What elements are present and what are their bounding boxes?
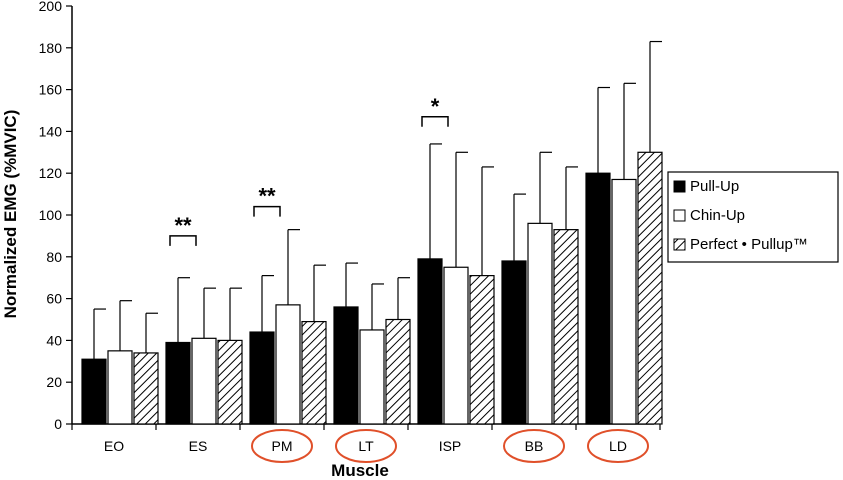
significance-markers: ***** — [169, 94, 449, 246]
y-tick-label: 60 — [46, 291, 62, 307]
bar — [107, 350, 133, 425]
bar — [469, 275, 495, 425]
y-axis: 0 20 40 60 80 100 120 140 160 180 200 — [39, 0, 73, 432]
y-tick-label: 200 — [39, 0, 63, 14]
y-tick-label: 0 — [54, 416, 62, 432]
bar — [217, 339, 243, 425]
bar — [81, 358, 107, 425]
significance-bracket — [169, 235, 197, 246]
highlight-circle — [587, 429, 649, 463]
bar — [275, 304, 301, 425]
bar — [249, 331, 275, 425]
x-tick-label: EO — [104, 438, 124, 454]
y-axis-title: Normalized EMG (%MVIC) — [1, 110, 20, 319]
x-tick-label: BB — [525, 438, 544, 454]
legend-label: Perfect • Pullup™ — [690, 236, 808, 253]
legend-label: Pull-Up — [690, 178, 739, 195]
highlight-circle — [251, 429, 313, 463]
legend-swatch — [673, 180, 686, 193]
bar — [637, 151, 663, 425]
x-tick-label: LD — [609, 438, 627, 454]
bar — [133, 352, 159, 425]
bar — [585, 172, 611, 425]
significance-label: ** — [258, 184, 276, 209]
x-tick-label: ES — [189, 438, 208, 454]
x-tick-label: ISP — [439, 438, 462, 454]
bars — [81, 151, 663, 425]
bar — [527, 222, 553, 425]
bar — [359, 329, 385, 425]
legend-box — [667, 171, 839, 263]
bar — [417, 258, 443, 425]
y-tick-label: 100 — [39, 207, 63, 223]
y-tick-label: 20 — [46, 374, 62, 390]
bar — [301, 320, 327, 425]
x-axis-title: Muscle — [331, 461, 389, 480]
y-tick-label: 160 — [39, 82, 63, 98]
bar — [611, 178, 637, 425]
y-tick-label: 80 — [46, 249, 62, 265]
y-tick-label: 120 — [39, 165, 63, 181]
highlight-circle — [503, 429, 565, 463]
legend-swatch — [673, 209, 686, 222]
y-tick-label: 140 — [39, 123, 63, 139]
x-axis: EO ES PM LT ISP BB LD — [71, 423, 661, 454]
bar — [553, 229, 579, 425]
bar — [443, 266, 469, 425]
bar — [191, 337, 217, 425]
category-highlights — [251, 429, 649, 463]
legend-label: Chin-Up — [690, 207, 745, 224]
legend: Pull-Up Chin-Up Perfect • Pullup™ — [667, 171, 839, 263]
x-tick-label: LT — [358, 438, 374, 454]
significance-bracket — [421, 116, 449, 127]
significance-label: ** — [174, 213, 192, 238]
significance-label: * — [431, 94, 440, 119]
bar — [501, 260, 527, 425]
x-tick-label: PM — [272, 438, 293, 454]
error-bars — [93, 40, 662, 360]
bar — [165, 341, 191, 425]
y-tick-label: 40 — [46, 332, 62, 348]
significance-bracket — [253, 205, 281, 217]
legend-swatch — [673, 238, 686, 251]
highlight-circle — [335, 429, 397, 463]
bar — [385, 318, 411, 425]
bar — [333, 306, 359, 425]
y-tick-label: 180 — [39, 40, 63, 56]
